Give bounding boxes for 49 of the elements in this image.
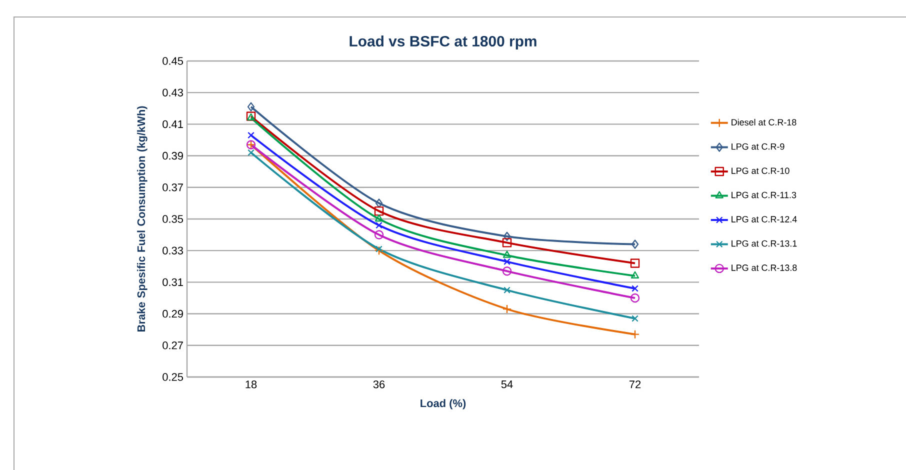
point bbox=[630, 293, 640, 303]
point bbox=[504, 258, 510, 266]
legend-label: Diesel at C.R-18 bbox=[732, 118, 796, 126]
point bbox=[502, 238, 512, 248]
point bbox=[374, 246, 384, 256]
y-tick-label: 0.37 bbox=[162, 184, 183, 192]
point bbox=[631, 240, 639, 249]
y-tick-label: 0.35 bbox=[162, 215, 184, 223]
point bbox=[374, 214, 384, 222]
x-tick-label: 72 bbox=[629, 380, 641, 388]
x-tick-label: 54 bbox=[501, 380, 513, 388]
point bbox=[630, 271, 640, 278]
y-tick-label: 0.31 bbox=[162, 278, 183, 286]
point bbox=[248, 132, 254, 139]
point bbox=[630, 258, 640, 268]
point bbox=[630, 330, 640, 339]
y-tick-label: 0.29 bbox=[162, 310, 183, 318]
point bbox=[504, 286, 510, 294]
x-tick-label: 18 bbox=[246, 380, 257, 388]
y-tick-label: 0.43 bbox=[162, 88, 184, 96]
legend-label: LPG at C.R-13.8 bbox=[732, 264, 797, 271]
point bbox=[375, 198, 383, 208]
point bbox=[502, 266, 512, 276]
y-tick-label: 0.33 bbox=[162, 246, 184, 254]
point bbox=[502, 250, 512, 258]
legend-label: LPG at C.R-12.4 bbox=[732, 216, 797, 222]
legend-label: LPG at C.R-10 bbox=[732, 168, 790, 174]
y-tick-label: 0.39 bbox=[162, 152, 183, 160]
y-tick-label: 0.25 bbox=[162, 373, 184, 381]
point bbox=[374, 206, 384, 216]
point bbox=[247, 102, 255, 112]
y-tick-label: 0.41 bbox=[162, 120, 183, 128]
x-axis-title: Load (%) bbox=[420, 399, 466, 410]
legend-label: LPG at C.R-13.1 bbox=[732, 240, 797, 247]
chart-title: Load vs BSFC at 1800 rpm bbox=[350, 36, 536, 50]
point bbox=[632, 285, 638, 292]
point bbox=[376, 246, 382, 252]
point bbox=[632, 315, 638, 322]
point bbox=[248, 149, 254, 156]
point bbox=[374, 230, 384, 240]
y-axis-title: Brake Spesific Fuel Consumption (kg/kWh) bbox=[137, 106, 148, 332]
y-tick-label: 0.45 bbox=[162, 57, 184, 65]
legend-label: LPG at C.R-11.3 bbox=[732, 192, 796, 198]
y-tick-label: 0.27 bbox=[162, 342, 183, 350]
legend-label: LPG at C.R-9 bbox=[732, 143, 784, 150]
point bbox=[502, 304, 512, 314]
x-tick-label: 36 bbox=[373, 380, 385, 388]
point bbox=[376, 222, 382, 229]
point bbox=[503, 232, 511, 241]
